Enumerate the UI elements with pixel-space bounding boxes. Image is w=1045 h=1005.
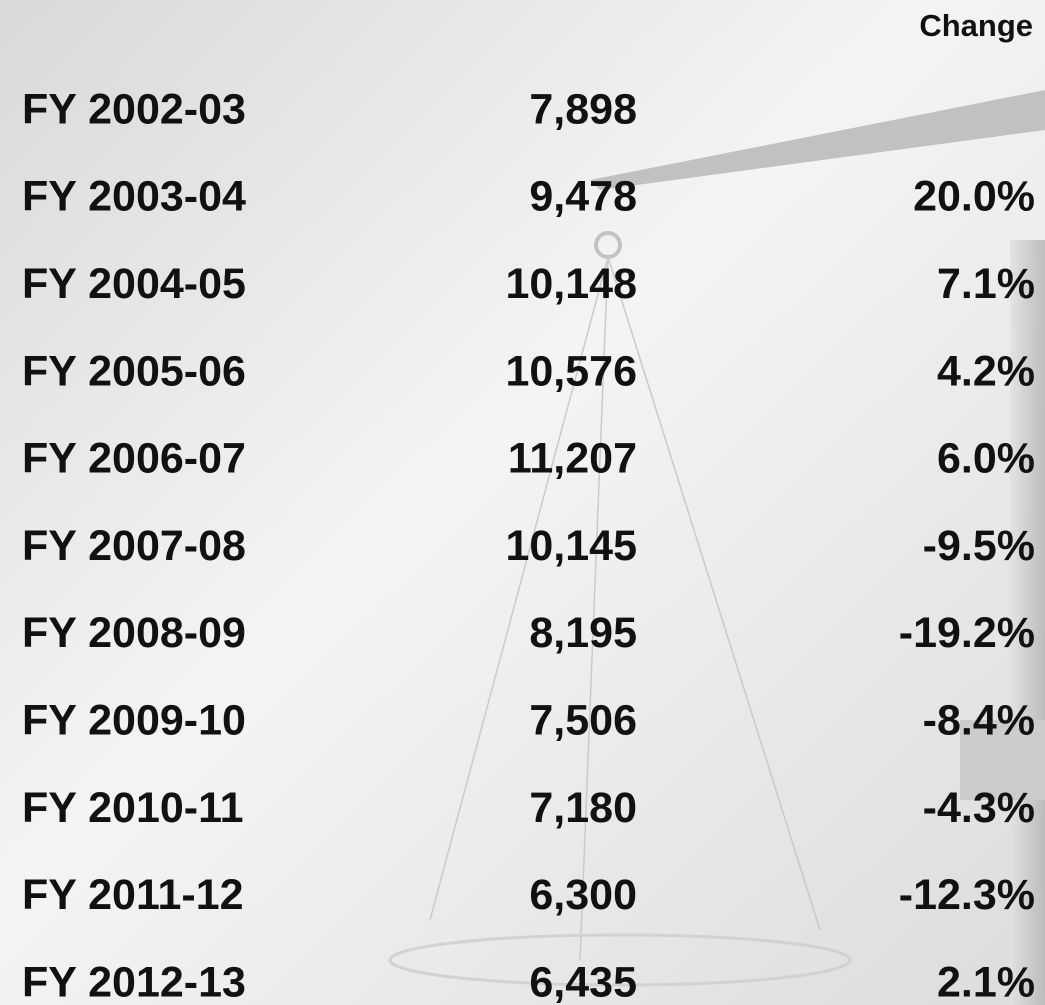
page: {"table": {"change_header": "Change", "r… (0, 0, 1045, 1005)
fiscal-year: FY 2004-05 (22, 260, 246, 308)
change: 20.0% (913, 173, 1035, 221)
change: -8.4% (923, 696, 1035, 744)
fiscal-year: FY 2003-04 (22, 173, 246, 221)
value: 11,207 (508, 435, 637, 483)
value: 7,506 (529, 696, 637, 744)
change: 4.2% (937, 347, 1035, 395)
value: 7,898 (529, 85, 637, 133)
slide: Change FY 2002-03 7,898 FY 2003-04 9,478 20.… (0, 0, 1045, 1005)
fiscal-year: FY 2006-07 (22, 435, 246, 483)
value: 9,478 (529, 173, 637, 221)
fiscal-year: FY 2012-13 (22, 958, 246, 1005)
fiscal-year: FY 2011-12 (22, 871, 244, 919)
value: 6,300 (529, 871, 637, 919)
fiscal-year: FY 2009-10 (22, 696, 246, 744)
value: 10,148 (505, 260, 637, 308)
value: 10,145 (505, 522, 637, 570)
change: -12.3% (899, 871, 1035, 919)
fiscal-year: FY 2005-06 (22, 347, 246, 395)
change: -19.2% (899, 609, 1035, 657)
fiscal-year: FY 2007-08 (22, 522, 246, 570)
value: 10,576 (505, 347, 637, 395)
fiscal-year: FY 2010-11 (22, 784, 244, 832)
change: -4.3% (923, 784, 1035, 832)
value: 8,195 (529, 609, 637, 657)
fiscal-year: FY 2008-09 (22, 609, 246, 657)
fiscal-year: FY 2002-03 (22, 85, 246, 133)
value: 6,435 (529, 958, 637, 1005)
change: 6.0% (937, 435, 1035, 483)
change: 7.1% (937, 260, 1035, 308)
change: -9.5% (923, 522, 1035, 570)
change: 2.1% (937, 958, 1035, 1005)
column-header: Change (919, 8, 1033, 43)
value: 7,180 (529, 784, 637, 832)
